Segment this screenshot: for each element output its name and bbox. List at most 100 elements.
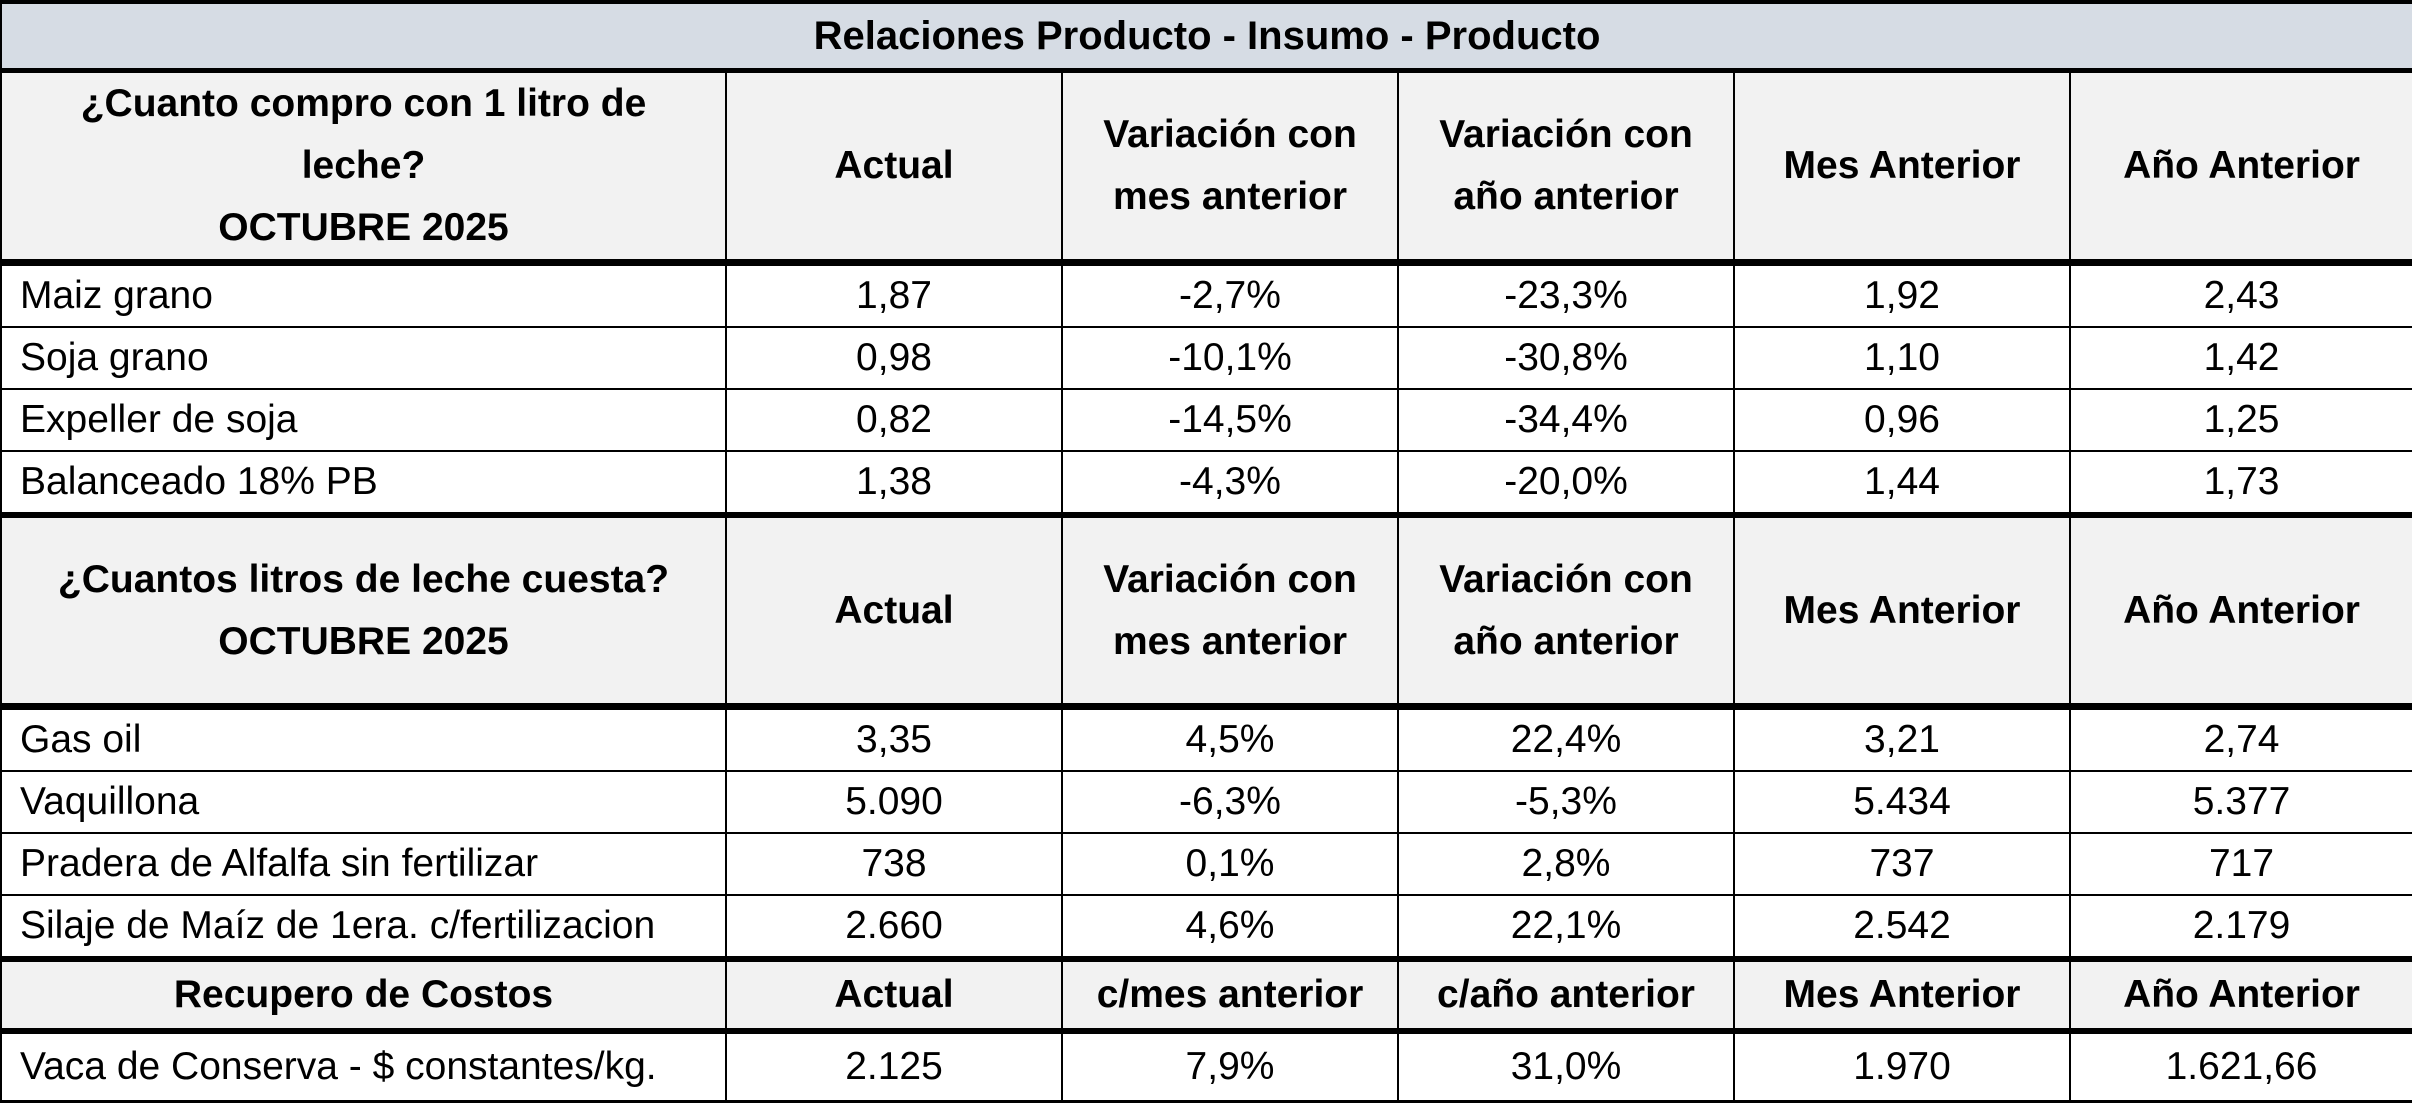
cell-actual: 2.125 [725, 1030, 1063, 1103]
cell-anio-anterior: 717 [2068, 832, 2412, 896]
cell-mes-anterior: 0,96 [1733, 388, 2071, 452]
table-row: Vaca de Conserva - $ constantes/kg. 2.12… [0, 1030, 2412, 1103]
col-header-anio-anterior: Año Anterior [2068, 69, 2412, 266]
cell-mes-anterior: 2.542 [1733, 894, 2071, 960]
col-header-var-mes-line1: Variación con [1103, 557, 1357, 601]
cell-var-mes: -6,3% [1061, 770, 1399, 834]
row-label: Vaquillona [0, 770, 727, 834]
section1-title-line3: OCTUBRE 2025 [218, 206, 509, 249]
section3-header-row: Recupero de Costos Actual c/mes anterior… [0, 956, 2412, 1034]
col-header-var-anio-line1: Variación con [1439, 557, 1693, 601]
table-row: Vaquillona 5.090 -6,3% -5,3% 5.434 5.377 [0, 770, 2412, 834]
col-header-var-mes-line2: mes anterior [1112, 175, 1348, 218]
row-label: Gas oil [0, 705, 727, 772]
cell-anio-anterior: 1,25 [2068, 388, 2412, 452]
table-row: Gas oil 3,35 4,5% 22,4% 3,21 2,74 [0, 705, 2412, 772]
col-header-var-mes: Variación con mes anterior [1061, 512, 1399, 710]
col-header-var-anio-line2: año anterior [1453, 619, 1679, 663]
col-header-var-mes-line1: Variación con [1103, 113, 1357, 156]
cell-mes-anterior: 1,44 [1733, 450, 2071, 516]
cell-var-anio: -34,4% [1397, 388, 1735, 452]
cell-anio-anterior: 1.621,66 [2068, 1030, 2412, 1103]
cell-actual: 0,82 [725, 388, 1063, 452]
cell-mes-anterior: 737 [1733, 832, 2071, 896]
row-label: Soja grano [0, 326, 727, 390]
section2-title-line2: OCTUBRE 2025 [218, 619, 509, 663]
section2-header-row: ¿Cuantos litros de leche cuesta? OCTUBRE… [0, 512, 2412, 710]
section1-header-row: ¿Cuanto compro con 1 litro de leche? OCT… [0, 69, 2412, 266]
col-header-anio-anterior: Año Anterior [2068, 956, 2412, 1034]
cell-anio-anterior: 5.377 [2068, 770, 2412, 834]
col-header-mes-anterior: Mes Anterior [1733, 512, 2071, 710]
col-header-var-anio-line1: Variación con [1439, 113, 1693, 156]
cell-var-mes: 4,6% [1061, 894, 1399, 960]
table-row: Maiz grano 1,87 -2,7% -23,3% 1,92 2,43 [0, 261, 2412, 328]
cell-anio-anterior: 2,43 [2068, 261, 2412, 328]
title-row: Relaciones Producto - Insumo - Producto [0, 0, 2412, 73]
cell-var-mes: 0,1% [1061, 832, 1399, 896]
table-row: Pradera de Alfalfa sin fertilizar 738 0,… [0, 832, 2412, 896]
cell-var-anio: 22,4% [1397, 705, 1735, 772]
cell-actual: 1,87 [725, 261, 1063, 328]
row-label: Pradera de Alfalfa sin fertilizar [0, 832, 727, 896]
section2-title: ¿Cuantos litros de leche cuesta? OCTUBRE… [0, 512, 727, 710]
table-row: Balanceado 18% PB 1,38 -4,3% -20,0% 1,44… [0, 450, 2412, 516]
col-header-actual: Actual [725, 956, 1063, 1034]
cell-anio-anterior: 1,73 [2068, 450, 2412, 516]
col-header-var-mes: Variación con mes anterior [1061, 69, 1399, 266]
col-header-mes-anterior: Mes Anterior [1733, 956, 2071, 1034]
cell-mes-anterior: 3,21 [1733, 705, 2071, 772]
table-row: Silaje de Maíz de 1era. c/fertilizacion … [0, 894, 2412, 960]
cell-anio-anterior: 2.179 [2068, 894, 2412, 960]
table-title: Relaciones Producto - Insumo - Producto [0, 0, 2412, 73]
row-label: Vaca de Conserva - $ constantes/kg. [0, 1030, 727, 1103]
section3-title: Recupero de Costos [0, 956, 727, 1034]
cell-var-anio: -30,8% [1397, 326, 1735, 390]
cell-actual: 3,35 [725, 705, 1063, 772]
cell-mes-anterior: 5.434 [1733, 770, 2071, 834]
col-header-mes-anterior: Mes Anterior [1733, 69, 2071, 266]
col-header-anio-anterior: Año Anterior [2068, 512, 2412, 710]
col-header-var-anio: Variación con año anterior [1397, 512, 1735, 710]
col-header-actual: Actual [725, 512, 1063, 710]
row-label: Silaje de Maíz de 1era. c/fertilizacion [0, 894, 727, 960]
col-header-var-anio: c/año anterior [1397, 956, 1735, 1034]
cell-var-mes: 7,9% [1061, 1030, 1399, 1103]
col-header-var-mes: c/mes anterior [1061, 956, 1399, 1034]
cell-mes-anterior: 1,10 [1733, 326, 2071, 390]
row-label: Balanceado 18% PB [0, 450, 727, 516]
cell-actual: 1,38 [725, 450, 1063, 516]
section1-title-line1: ¿Cuanto compro con 1 litro de [80, 82, 647, 125]
col-header-var-mes-line2: mes anterior [1112, 619, 1348, 663]
cell-anio-anterior: 2,74 [2068, 705, 2412, 772]
cell-var-anio: 22,1% [1397, 894, 1735, 960]
section1-title: ¿Cuanto compro con 1 litro de leche? OCT… [0, 69, 727, 266]
cell-anio-anterior: 1,42 [2068, 326, 2412, 390]
table-row: Soja grano 0,98 -10,1% -30,8% 1,10 1,42 [0, 326, 2412, 390]
row-label: Expeller de soja [0, 388, 727, 452]
cell-var-mes: -14,5% [1061, 388, 1399, 452]
cell-actual: 2.660 [725, 894, 1063, 960]
cell-actual: 0,98 [725, 326, 1063, 390]
cell-mes-anterior: 1.970 [1733, 1030, 2071, 1103]
cell-actual: 738 [725, 832, 1063, 896]
col-header-var-anio-line2: año anterior [1453, 175, 1679, 218]
table-row: Expeller de soja 0,82 -14,5% -34,4% 0,96… [0, 388, 2412, 452]
col-header-var-anio: Variación con año anterior [1397, 69, 1735, 266]
cell-mes-anterior: 1,92 [1733, 261, 2071, 328]
cell-var-anio: -20,0% [1397, 450, 1735, 516]
col-header-actual: Actual [725, 69, 1063, 266]
section2-title-line1: ¿Cuantos litros de leche cuesta? [57, 557, 670, 601]
section1-title-line2: leche? [301, 144, 426, 187]
cell-var-anio: -23,3% [1397, 261, 1735, 328]
cell-actual: 5.090 [725, 770, 1063, 834]
cell-var-mes: -10,1% [1061, 326, 1399, 390]
cell-var-anio: 2,8% [1397, 832, 1735, 896]
cell-var-mes: 4,5% [1061, 705, 1399, 772]
cell-var-anio: 31,0% [1397, 1030, 1735, 1103]
cell-var-anio: -5,3% [1397, 770, 1735, 834]
cell-var-mes: -4,3% [1061, 450, 1399, 516]
row-label: Maiz grano [0, 261, 727, 328]
cell-var-mes: -2,7% [1061, 261, 1399, 328]
